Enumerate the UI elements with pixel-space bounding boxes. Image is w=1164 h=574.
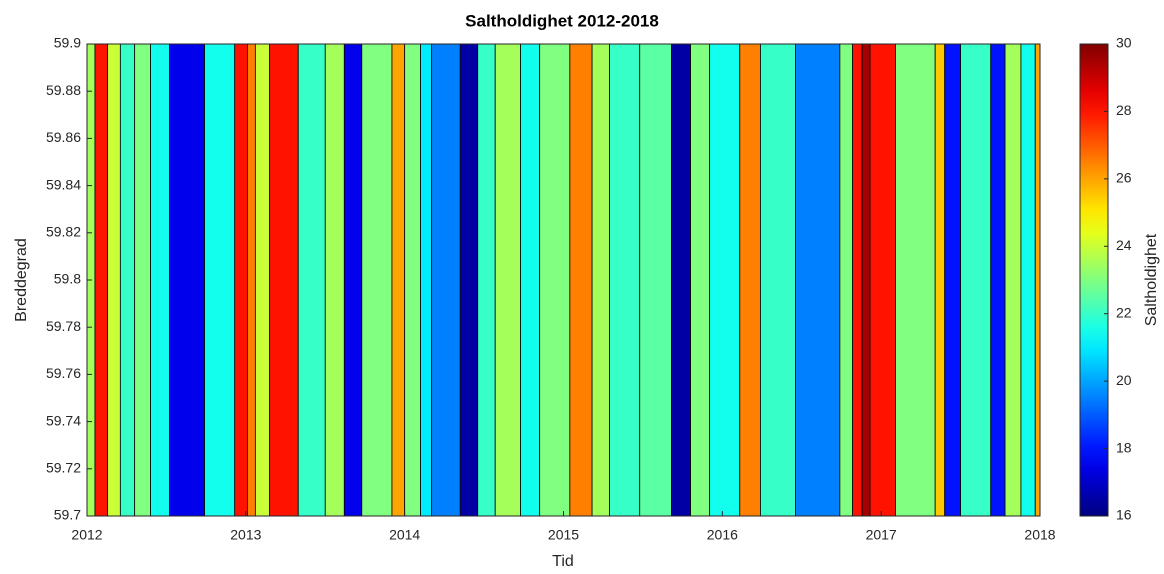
- y-tick-label: 59.84: [46, 176, 81, 192]
- contour-band: [204, 43, 236, 517]
- chart-title: Saltholdighet 2012-2018: [465, 11, 659, 30]
- colorbar-label: Saltholdighet: [1143, 233, 1160, 326]
- contour-band: [420, 43, 433, 517]
- x-tick-label: 2013: [230, 527, 261, 543]
- contour-band: [671, 43, 691, 517]
- y-tick-label: 59.8: [54, 271, 81, 287]
- contour-band: [960, 43, 992, 517]
- colorbar-tick-label: 20: [1116, 372, 1132, 388]
- colorbar-tick-label: 30: [1116, 35, 1132, 51]
- contour-band: [520, 43, 541, 517]
- contour-band: [1004, 43, 1022, 517]
- contour-band: [839, 43, 853, 517]
- y-tick-label: 59.7: [54, 507, 81, 523]
- x-tick-label: 2016: [707, 527, 738, 543]
- contour-band: [760, 43, 796, 517]
- contour-band: [739, 43, 761, 517]
- contour-band: [119, 43, 136, 517]
- contour-band: [1034, 43, 1041, 517]
- contour-band: [609, 43, 641, 517]
- contour-band: [150, 43, 170, 517]
- contour-band: [459, 43, 479, 517]
- y-tick-label: 59.74: [46, 412, 81, 428]
- contour-band: [990, 43, 1006, 517]
- contour-band: [1020, 43, 1036, 517]
- colorbar-tick-label: 22: [1116, 304, 1132, 320]
- x-tick-label: 2017: [866, 527, 897, 543]
- contour-band: [297, 43, 326, 517]
- contour-band: [591, 43, 610, 517]
- x-axis-label: Tid: [552, 553, 574, 570]
- y-tick-label: 59.82: [46, 224, 81, 240]
- contour-band: [944, 43, 961, 517]
- contour-band: [169, 43, 205, 517]
- contour-band: [861, 43, 871, 517]
- contour-band: [852, 43, 863, 517]
- colorbar-tick-label: 24: [1116, 237, 1132, 253]
- contour-band: [477, 43, 496, 517]
- contour-band: [254, 43, 271, 517]
- contour-band: [343, 43, 363, 517]
- contour-band: [934, 43, 946, 517]
- y-tick-label: 59.76: [46, 365, 81, 381]
- y-axis-label: Breddegrad: [13, 238, 30, 322]
- contour-band: [709, 43, 741, 517]
- y-tick-label: 59.78: [46, 318, 81, 334]
- x-tick-label: 2015: [548, 527, 579, 543]
- colorbar: [1079, 43, 1109, 517]
- x-tick-label: 2014: [389, 527, 420, 543]
- contour-band: [247, 43, 256, 517]
- contour-band: [895, 43, 936, 517]
- contour-band: [494, 43, 522, 517]
- contour-band: [431, 43, 461, 517]
- contour-band: [234, 43, 248, 517]
- contour-band: [639, 43, 672, 517]
- colorbar-tick-label: 16: [1116, 507, 1132, 523]
- contour-band: [404, 43, 421, 517]
- x-tick-label: 2012: [71, 527, 102, 543]
- y-tick-label: 59.72: [46, 460, 81, 476]
- x-tick-label: 2018: [1024, 527, 1055, 543]
- y-tick-label: 59.86: [46, 129, 81, 145]
- contour-band: [361, 43, 393, 517]
- y-tick-label: 59.9: [54, 35, 81, 51]
- contour-band: [539, 43, 571, 517]
- colorbar-tick-label: 18: [1116, 439, 1132, 455]
- contour-band: [134, 43, 151, 517]
- contour-band: [391, 43, 406, 517]
- contour-band: [269, 43, 299, 517]
- contour-band: [869, 43, 896, 517]
- contour-band: [569, 43, 593, 517]
- contour-band: [690, 43, 711, 517]
- contour-band: [794, 43, 841, 517]
- colorbar-tick-label: 28: [1116, 102, 1132, 118]
- contour-band: [324, 43, 345, 517]
- colorbar-tick-label: 26: [1116, 170, 1132, 186]
- contour-band: [107, 43, 121, 517]
- contour-band: [94, 43, 109, 517]
- y-tick-label: 59.88: [46, 82, 81, 98]
